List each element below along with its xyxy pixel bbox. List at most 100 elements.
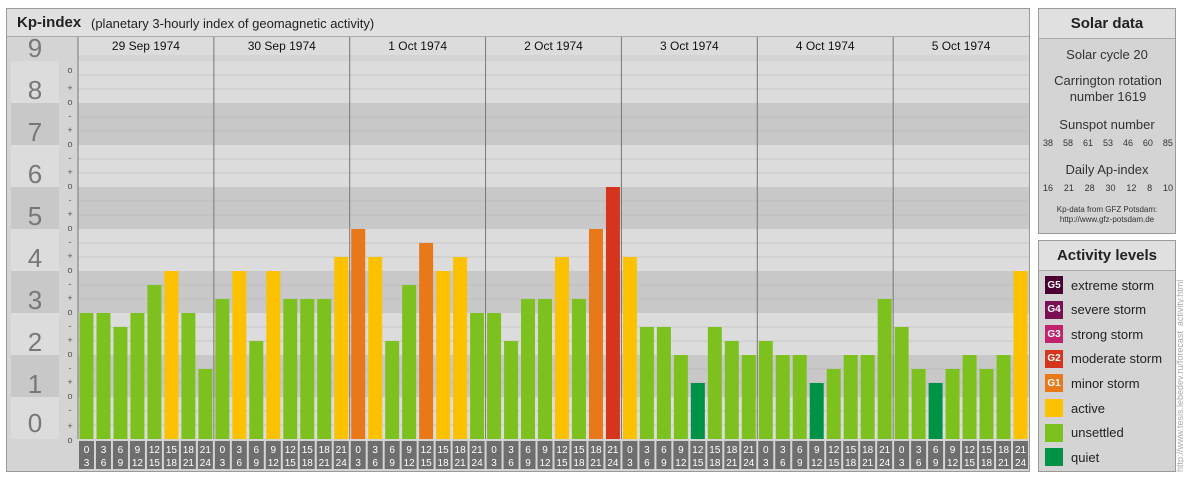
ap-value: 30 bbox=[1105, 183, 1116, 193]
hour-end-label: 6 bbox=[916, 458, 922, 469]
hour-end-label: 21 bbox=[726, 458, 738, 469]
y-tick-label: 1 bbox=[28, 369, 42, 399]
hour-end-label: 18 bbox=[709, 458, 721, 469]
hour-start-label: 6 bbox=[661, 445, 667, 456]
hour-end-label: 6 bbox=[101, 458, 107, 469]
chart-title: Kp-index bbox=[17, 14, 82, 31]
hour-end-label: 12 bbox=[132, 458, 144, 469]
hour-box bbox=[792, 441, 808, 469]
hour-start-label: 12 bbox=[421, 445, 433, 456]
hour-end-label: 12 bbox=[675, 458, 687, 469]
kp-bar bbox=[79, 313, 94, 439]
hour-box bbox=[79, 441, 94, 469]
hour-start-label: 15 bbox=[845, 445, 857, 456]
kp-bar bbox=[724, 341, 739, 439]
day-label: 30 Sep 1974 bbox=[248, 39, 316, 53]
hour-box bbox=[843, 441, 859, 469]
kp-bar bbox=[741, 355, 756, 439]
hour-start-label: 3 bbox=[101, 445, 107, 456]
hour-box bbox=[146, 441, 162, 469]
plot-band bbox=[78, 229, 1029, 271]
kp-bar bbox=[334, 257, 349, 439]
sunspot-value: 61 bbox=[1082, 138, 1093, 148]
legend-item: unsettled bbox=[1045, 423, 1124, 443]
hour-box bbox=[690, 441, 706, 469]
hour-end-label: 9 bbox=[389, 458, 395, 469]
hour-start-label: 18 bbox=[862, 445, 874, 456]
kp-bar bbox=[436, 271, 451, 439]
legend-label: active bbox=[1071, 400, 1105, 416]
y-subtick-label: o bbox=[67, 223, 72, 233]
hour-box bbox=[741, 441, 757, 469]
hour-box bbox=[112, 441, 128, 469]
hour-start-label: 3 bbox=[916, 445, 922, 456]
hour-box bbox=[996, 441, 1012, 469]
hour-end-label: 9 bbox=[118, 458, 124, 469]
hour-end-label: 15 bbox=[828, 458, 840, 469]
hour-end-label: 24 bbox=[336, 458, 348, 469]
hour-start-label: 15 bbox=[709, 445, 721, 456]
hour-box bbox=[95, 441, 111, 469]
ap-label: Daily Ap-index bbox=[1065, 162, 1149, 177]
hour-end-label: 24 bbox=[879, 458, 891, 469]
legend-swatch bbox=[1045, 448, 1063, 467]
y-subtick-label: - bbox=[69, 237, 72, 247]
hour-box bbox=[418, 441, 434, 469]
hour-end-label: 24 bbox=[743, 458, 755, 469]
hour-start-label: 9 bbox=[950, 445, 956, 456]
legend-label: strong storm bbox=[1071, 326, 1144, 342]
hour-box bbox=[180, 441, 196, 469]
hour-end-label: 24 bbox=[607, 458, 619, 469]
solar-cycle: Solar cycle 20 bbox=[1066, 47, 1148, 62]
legend-swatch bbox=[1045, 423, 1063, 442]
plot-band bbox=[78, 145, 1029, 187]
hour-box bbox=[639, 441, 655, 469]
kp-bar bbox=[232, 271, 247, 439]
source-link[interactable]: http://www.gfz-potsdam.de bbox=[1059, 215, 1155, 224]
hour-box bbox=[588, 441, 604, 469]
kp-bar bbox=[911, 368, 926, 439]
legend-swatch: G4 bbox=[1045, 300, 1063, 319]
sunspot-value: 38 bbox=[1043, 138, 1054, 148]
kp-bar bbox=[521, 299, 536, 439]
hour-end-label: 21 bbox=[862, 458, 874, 469]
legend-label: extreme storm bbox=[1071, 277, 1155, 293]
y-subtick-label: - bbox=[69, 321, 72, 331]
y-tick-label: 5 bbox=[28, 201, 42, 231]
hour-box bbox=[571, 441, 587, 469]
chart-subtitle: (planetary 3-hourly index of geomagnetic… bbox=[91, 16, 375, 31]
kp-bar bbox=[300, 299, 315, 439]
source-note: Kp-data from GFZ Potsdam: bbox=[1056, 205, 1158, 214]
hour-start-label: 0 bbox=[899, 445, 905, 456]
hour-box bbox=[962, 441, 978, 469]
y-label-band bbox=[11, 103, 59, 145]
kp-bar bbox=[385, 341, 400, 439]
hour-box bbox=[775, 441, 791, 469]
hour-end-label: 15 bbox=[421, 458, 433, 469]
hour-end-label: 21 bbox=[590, 458, 602, 469]
kp-bar bbox=[690, 383, 705, 439]
y-label-band bbox=[11, 229, 59, 271]
legend-label: unsettled bbox=[1071, 425, 1124, 441]
hour-box bbox=[894, 441, 910, 469]
plot-band bbox=[78, 103, 1029, 145]
y-subtick-label: - bbox=[69, 195, 72, 205]
hour-box bbox=[316, 441, 332, 469]
hour-box bbox=[265, 441, 281, 469]
hour-end-label: 18 bbox=[981, 458, 993, 469]
y-subtick-label: + bbox=[67, 83, 72, 93]
kp-bar bbox=[113, 326, 128, 439]
y-label-band bbox=[11, 355, 59, 397]
hour-end-label: 6 bbox=[372, 458, 378, 469]
hour-box bbox=[367, 441, 383, 469]
hour-box bbox=[384, 441, 400, 469]
solar-data-panel: Solar data Solar cycle 20 Carrington rot… bbox=[1038, 8, 1176, 234]
hour-box bbox=[537, 441, 553, 469]
y-subtick-label: o bbox=[67, 97, 72, 107]
hour-start-label: 15 bbox=[573, 445, 585, 456]
hour-box bbox=[945, 441, 961, 469]
hour-start-label: 3 bbox=[508, 445, 514, 456]
hour-end-label: 9 bbox=[254, 458, 260, 469]
hour-start-label: 15 bbox=[302, 445, 314, 456]
hour-start-label: 3 bbox=[237, 445, 243, 456]
